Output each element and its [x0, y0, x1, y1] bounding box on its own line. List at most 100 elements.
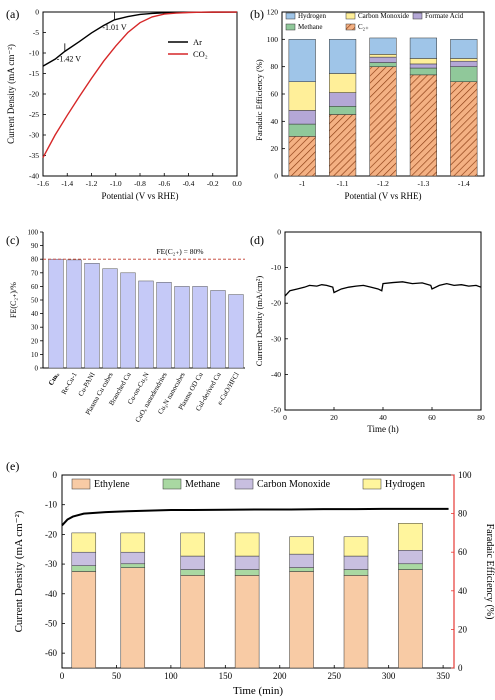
- x-tick-label: 200: [273, 671, 287, 681]
- panel-e: 0 50 100 150 200 250 300 3500-10-20-30-40-50-60…: [13, 470, 495, 697]
- y-tick-label: -50: [45, 618, 57, 628]
- bar-segment: [409, 67, 437, 76]
- y-tick-label: 100: [28, 229, 39, 237]
- bar-segment: [180, 555, 205, 570]
- bar-segment: [329, 106, 357, 115]
- x-tick-label: -1.6: [37, 179, 49, 188]
- y-tick-label: -35: [29, 151, 39, 160]
- legend-swatch: [162, 478, 182, 490]
- bar: [48, 258, 64, 369]
- bar: [66, 259, 82, 369]
- bar-segment: [329, 73, 357, 93]
- x-tick-label: 0.0: [232, 179, 242, 188]
- y-tick-label: 40: [31, 310, 39, 318]
- x-tick-label: 150: [219, 671, 233, 681]
- bar-segment: [450, 58, 478, 62]
- bar-segment: [289, 567, 314, 572]
- legend-label: Carbon Monoxide: [257, 479, 331, 490]
- legend-label: Carbon Monoxide: [358, 12, 409, 20]
- y-tick-label: 0: [35, 8, 39, 17]
- bar-segment: [120, 563, 146, 568]
- bar: [156, 282, 172, 369]
- right-tick-label: 40: [458, 586, 468, 596]
- y-axis-label: FE(C₂₊)/%: [9, 282, 18, 318]
- panel-c: 0 10 20 30 40 50 60 70 80 90 100 FE(C₂₊)/% Cuₖₑ Re-Cu…: [9, 229, 245, 424]
- bar-segment: [369, 66, 397, 177]
- y-tick-label: 60: [31, 283, 39, 291]
- panel-label: (b): [250, 7, 264, 21]
- x-tick-label: 50: [112, 671, 122, 681]
- bar-segment: [409, 37, 437, 59]
- y-tick-label: 90: [31, 242, 39, 250]
- bar-segment: [398, 563, 423, 570]
- legend-swatch: [234, 478, 254, 490]
- bar-segment: [343, 569, 369, 576]
- x-tick-label: 350: [436, 671, 450, 681]
- y-tick-label: -40: [271, 370, 281, 379]
- y-tick-label: -20: [271, 299, 281, 308]
- legend-label: Methane: [185, 479, 221, 490]
- right-tick-label: 60: [458, 547, 468, 557]
- bar-segment: [234, 555, 260, 570]
- x-tick-label: 0: [283, 413, 287, 422]
- bar-segment: [234, 569, 260, 576]
- panel-a: -1.6 -1.4 -1.2 -1.0 -0.8 -0.6 -0.4 -0.2 0.0 0 -5 -1…: [6, 8, 242, 202]
- legend-label: Ethylene: [94, 479, 130, 490]
- right-axis-label: Faradaic Efficiency (%): [484, 524, 495, 620]
- y-tick-label: 20: [31, 337, 39, 345]
- panel-label: (e): [6, 459, 19, 473]
- bar: [174, 286, 190, 369]
- x-axis-label: Potential (V vs RHE): [101, 191, 178, 201]
- x-tick-label: 0: [60, 671, 65, 681]
- bar-segment: [180, 532, 205, 557]
- legend-swatch: [71, 478, 91, 490]
- bar: [120, 272, 136, 369]
- right-tick-label: 20: [458, 624, 468, 634]
- legend-label: Formate Acid: [425, 12, 464, 20]
- bar-segment: [450, 60, 478, 67]
- panel-label: (c): [6, 233, 19, 247]
- y-tick-label: 0: [277, 228, 281, 237]
- y-axis-label: Faradaic Efficiency (%): [254, 59, 264, 141]
- x-tick-label: Re-Cu-1: [60, 371, 79, 396]
- bar-segment: [369, 62, 397, 67]
- annotation-text: -1.42 V: [57, 54, 82, 63]
- y-tick-label: -40: [45, 589, 57, 599]
- right-tick-label: 100: [458, 470, 472, 480]
- right-tick-label: 80: [458, 509, 468, 519]
- bar-segment: [369, 56, 397, 63]
- y-tick-label: -50: [271, 406, 281, 415]
- bar-segment: [288, 123, 316, 137]
- x-tick-label: -1: [299, 179, 305, 188]
- x-tick-label: -1.4: [458, 179, 470, 188]
- bar-segment: [289, 536, 314, 555]
- legend-swatch: [285, 23, 296, 31]
- x-tick-label: 300: [382, 671, 396, 681]
- bar: [84, 263, 100, 369]
- x-tick-label: -1.2: [377, 179, 389, 188]
- bar-segment: [71, 565, 97, 572]
- bar: [138, 280, 154, 369]
- x-tick-label: -1.1: [337, 179, 349, 188]
- bar: [192, 286, 208, 369]
- x-tick-label: 80: [477, 413, 485, 422]
- x-tick-label: -1.0: [110, 179, 122, 188]
- x-tick-label: 250: [327, 671, 341, 681]
- bar-segment: [120, 532, 146, 553]
- legend-swatch: [345, 12, 356, 20]
- x-axis-label: Time (h): [367, 424, 398, 434]
- y-tick-label: -20: [45, 529, 57, 539]
- x-tick-label: -1.4: [61, 179, 73, 188]
- bar-segment: [289, 571, 314, 669]
- bar-segment: [329, 92, 357, 107]
- panel-d: 0 20 40 60 80 0 -10 -20 -30 -40 -50 Time (h) Current…: [254, 228, 485, 435]
- bar-segment: [329, 39, 357, 74]
- y-tick-label: 50: [31, 297, 39, 305]
- bar: [102, 268, 118, 369]
- bar-segment: [398, 523, 423, 551]
- y-tick-label: -30: [45, 559, 57, 569]
- bar-segment: [369, 54, 397, 58]
- y-tick-label: -20: [29, 90, 39, 99]
- right-tick-label: 0: [458, 663, 463, 673]
